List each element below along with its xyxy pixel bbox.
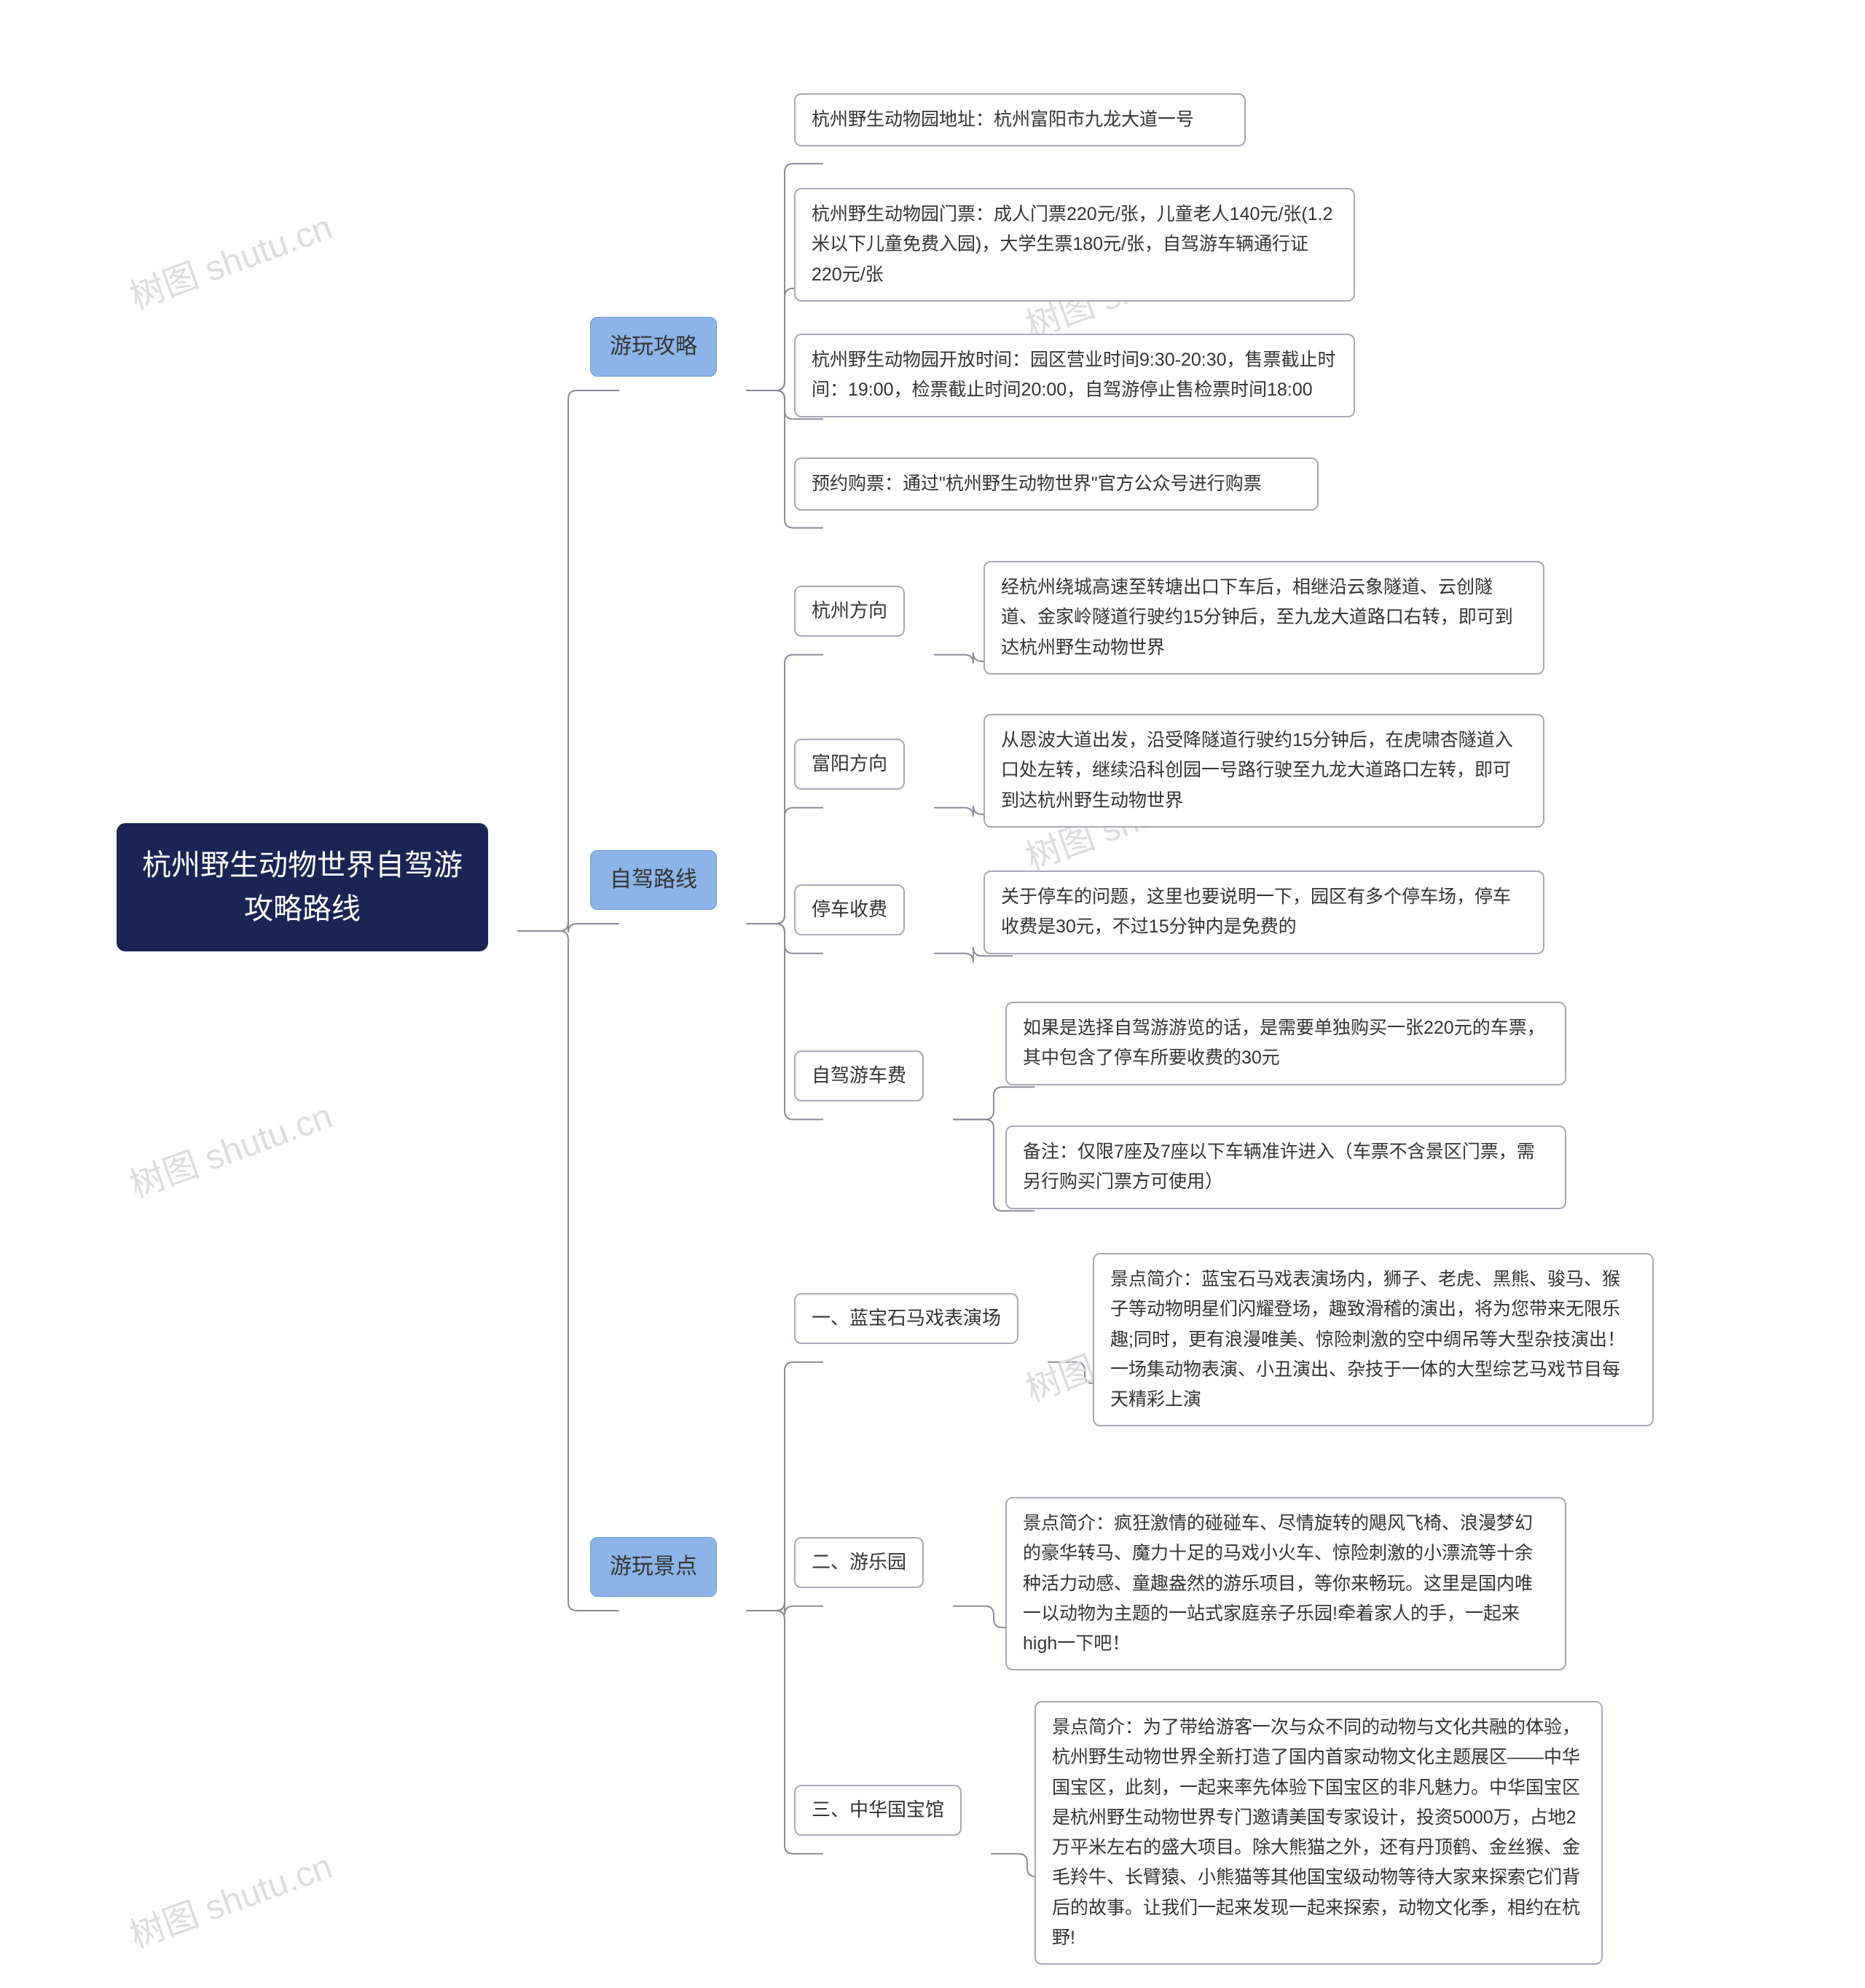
leaf-spot-circus-desc[interactable]: 景点简介：蓝宝石马戏表演场内，狮子、老虎、黑熊、骏马、猴子等动物明星们闪耀登场，…: [1093, 1253, 1654, 1426]
sub-hangzhou[interactable]: 杭州方向: [794, 586, 905, 637]
leaf-parking-fee[interactable]: 关于停车的问题，这里也要说明一下，园区有多个停车场，停车收费是30元，不过15分…: [983, 871, 1544, 954]
leaf-fuyang-route[interactable]: 从恩波大道出发，沿受降隧道行驶约15分钟后，在虎啸杏隧道入口处左转，继续沿科创园…: [983, 714, 1544, 828]
root-node[interactable]: 杭州野生动物世界自驾游 攻略路线: [117, 823, 488, 951]
leaf-booking[interactable]: 预约购票：通过"杭州野生动物世界"官方公众号进行购票: [794, 457, 1319, 511]
leaf-drive-fee-note[interactable]: 备注：仅限7座及7座以下车辆准许进入（车票不含景区门票，需另行购买门票方可使用）: [1005, 1125, 1566, 1209]
leaf-hangzhou-route[interactable]: 经杭州绕城高速至转塘出口下车后，相继沿云象隧道、云创隧道、金家岭隧道行驶约15分…: [983, 561, 1544, 675]
branch-guide[interactable]: 游玩攻略: [590, 317, 717, 377]
sub-fuyang[interactable]: 富阳方向: [794, 739, 905, 790]
leaf-ticket[interactable]: 杭州野生动物园门票：成人门票220元/张，儿童老人140元/张(1.2米以下儿童…: [794, 188, 1355, 302]
watermark: 树图 shutu.cn: [122, 198, 338, 318]
sub-spot-treasure[interactable]: 三、中华国宝馆: [794, 1785, 962, 1836]
leaf-spot-amusement-desc[interactable]: 景点简介：疯狂激情的碰碰车、尽情旋转的飓风飞椅、浪漫梦幻的豪华转马、魔力十足的马…: [1005, 1497, 1566, 1670]
leaf-hours[interactable]: 杭州野生动物园开放时间：园区营业时间9:30-20:30，售票截止时间：19:0…: [794, 334, 1355, 417]
branch-drive[interactable]: 自驾路线: [590, 850, 717, 910]
sub-spot-amusement[interactable]: 二、游乐园: [794, 1537, 924, 1588]
leaf-drive-fee-main[interactable]: 如果是选择自驾游游览的话，是需要单独购买一张220元的车票，其中包含了停车所要收…: [1005, 1002, 1566, 1085]
watermark: 树图 shutu.cn: [122, 1087, 338, 1207]
leaf-spot-treasure-desc[interactable]: 景点简介：为了带给游客一次与众不同的动物与文化共融的体验，杭州野生动物世界全新打…: [1034, 1701, 1603, 1965]
root-line1: 杭州野生动物世界自驾游: [142, 849, 463, 881]
branch-spots[interactable]: 游玩景点: [590, 1537, 717, 1597]
sub-spot-circus[interactable]: 一、蓝宝石马戏表演场: [794, 1293, 1018, 1344]
mindmap-container: 树图 shutu.cn 树图 shutu.cn 树图 shutu.cn 树图 s…: [29, 44, 1836, 1901]
sub-parking[interactable]: 停车收费: [794, 884, 905, 935]
root-line2: 攻略路线: [244, 893, 361, 925]
watermark: 树图 shutu.cn: [122, 1837, 338, 1957]
sub-drivefee[interactable]: 自驾游车费: [794, 1050, 924, 1101]
leaf-address[interactable]: 杭州野生动物园地址：杭州富阳市九龙大道一号: [794, 93, 1246, 146]
